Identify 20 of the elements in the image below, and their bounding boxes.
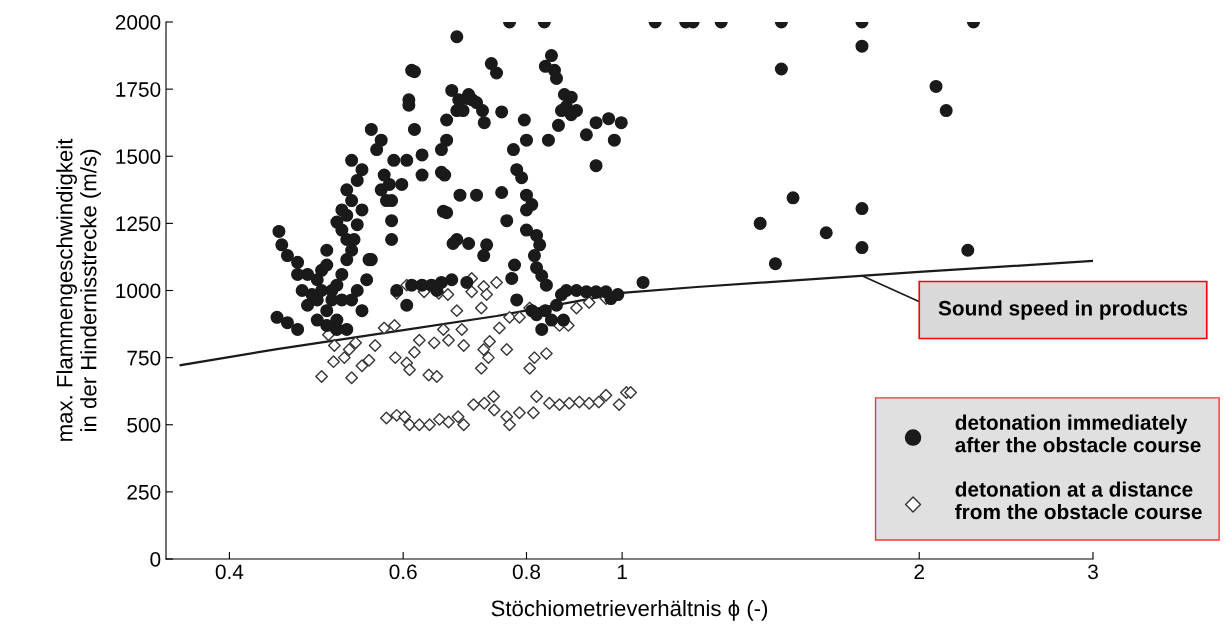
y-tick-label: 2000 [115,15,161,30]
legend-label: detonation immediately after the obstacle course [955,414,1201,453]
y-tick-label: 250 [127,484,161,500]
y-axis-title: max. Flammengeschwindigkeit in der Hindernisstrecke (m/s) [56,138,101,441]
x-tick-label: 2 [914,564,924,579]
y-tick-label: 1250 [116,216,161,232]
legend-label: detonation at a distance from the obstacle course [955,481,1202,520]
y-tick-label: 1500 [116,149,161,164]
y-tick-label: 0 [150,552,161,567]
y-tick-label: 1750 [116,82,161,97]
y-tick-label: 500 [127,417,161,433]
x-tick-label: 3 [1088,564,1098,580]
x-tick-label: 0.8 [512,564,541,580]
x-axis-title: Stöchiometrieverhältnis ϕ (-) [491,599,768,621]
y-tick-label: 1000 [116,283,161,299]
y-tick-label: 750 [127,350,161,366]
annotation: Sound speed in products [938,300,1188,320]
x-tick-label: 0.4 [215,564,244,580]
x-tick-label: 1 [617,564,627,579]
x-tick-label: 0.6 [389,564,417,580]
